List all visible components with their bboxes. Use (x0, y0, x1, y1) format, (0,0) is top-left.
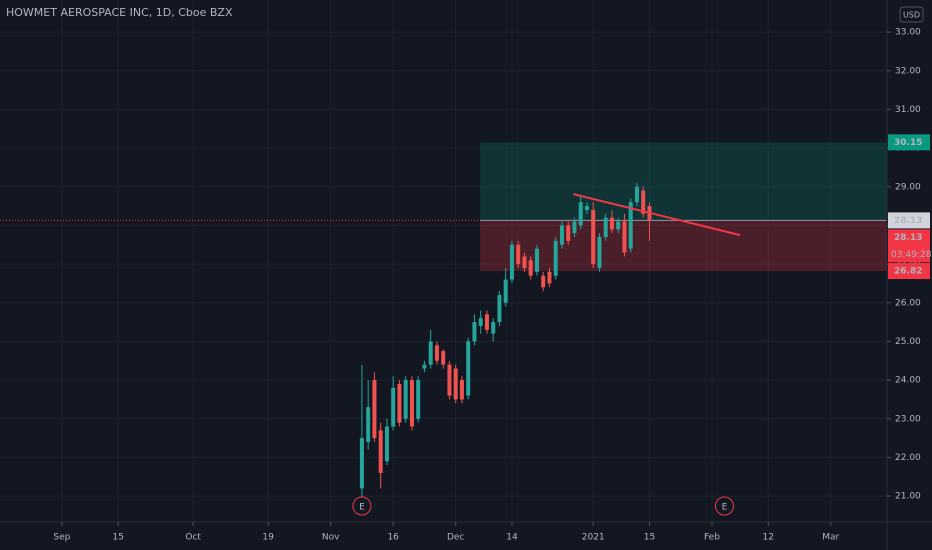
y-tick-label: 23.00 (895, 414, 921, 424)
stop-price-label-bg (888, 263, 930, 280)
candle-body (591, 209, 596, 265)
x-tick-label: 15 (112, 533, 123, 543)
candle-body (478, 318, 483, 326)
candle-body (566, 225, 571, 241)
candle-body (391, 387, 396, 427)
candle-body (641, 190, 646, 214)
earnings-label: E (359, 503, 365, 513)
candle-body (578, 202, 583, 226)
candle-body (634, 186, 639, 203)
countdown-label: 03:49:28 (891, 250, 932, 260)
candle-body (466, 341, 471, 396)
y-tick-label: 25.00 (895, 337, 921, 347)
candle-body (597, 237, 602, 268)
earnings-marker (714, 496, 734, 516)
target-price-label: 30.15 (894, 138, 922, 148)
candle-body (572, 221, 577, 234)
candle-body (541, 275, 546, 288)
chart-title: HOWMET AEROSPACE INC, 1D, Cboe BZX (6, 6, 233, 19)
x-tick-label: Dec (447, 533, 464, 543)
candle-body (384, 426, 389, 462)
candle-body (453, 368, 458, 400)
y-tick-label: 33.00 (895, 28, 921, 38)
candle-body (403, 380, 408, 419)
candle-body (516, 244, 521, 265)
entry-price-label-bg (888, 212, 930, 229)
candle-body (528, 260, 533, 276)
x-tick-label: Feb (704, 533, 720, 543)
candle-body (441, 351, 446, 365)
x-tick-label: 16 (387, 533, 399, 543)
last-price-bg (888, 229, 930, 263)
axes: 21.0022.0023.0024.0025.0026.0027.0028.00… (53, 28, 931, 543)
candle-body (378, 430, 383, 473)
candle-body (584, 206, 589, 210)
candle-body (366, 407, 371, 442)
candle-body (372, 380, 377, 439)
y-tick-label: 22.00 (895, 453, 921, 463)
candles (359, 182, 652, 500)
last-price-label: 28.13 (894, 233, 922, 243)
currency-badge[interactable] (899, 6, 924, 23)
target-price-label-bg (888, 134, 930, 151)
candle-body (509, 244, 514, 280)
y-tick-label: 21.00 (895, 492, 921, 502)
position-tool (480, 142, 887, 272)
grid (0, 0, 887, 522)
candle-body (616, 221, 621, 230)
candle-body (497, 295, 502, 323)
candle-body (359, 438, 364, 489)
loss-zone (480, 220, 887, 272)
candle-body (397, 383, 402, 423)
x-tick-label: 14 (506, 533, 518, 543)
x-tick-label: Mar (822, 533, 839, 543)
profit-zone (480, 142, 887, 221)
y-tick-label: 31.00 (895, 105, 921, 115)
candle-body (522, 256, 527, 268)
y-tick-label: 26.00 (895, 298, 921, 308)
y-tick-label: 24.00 (895, 376, 921, 386)
candle-body (603, 217, 608, 238)
earnings-marker (352, 496, 372, 516)
candle-body (484, 314, 489, 330)
candle-body (428, 341, 433, 365)
stop-price-label: 26.82 (894, 267, 922, 277)
candle-body (422, 364, 427, 369)
x-tick-label: Nov (322, 533, 340, 543)
x-tick-label: 12 (763, 533, 774, 543)
candle-body (628, 202, 633, 249)
x-tick-label: 15 (644, 533, 655, 543)
candle-body (622, 221, 627, 253)
candle-body (547, 271, 552, 284)
candle-body (503, 279, 508, 303)
x-tick-label: 19 (262, 533, 274, 543)
candle-body (472, 322, 477, 342)
candle-body (609, 217, 614, 230)
candle-body (491, 322, 496, 334)
candle-body (459, 380, 464, 400)
y-tick-label: 29.00 (895, 182, 921, 192)
candle-body (559, 225, 564, 245)
candle-body (553, 240, 558, 276)
candle-body (434, 345, 439, 361)
x-tick-label: 2021 (582, 533, 605, 543)
candle-body (409, 380, 414, 427)
trendline (572, 193, 741, 237)
candle-body (447, 364, 452, 396)
earnings-label: E (722, 503, 728, 513)
x-tick-label: Sep (53, 533, 70, 543)
currency-label: USD (903, 11, 920, 20)
candle-body (416, 380, 421, 419)
candle-body (534, 248, 539, 272)
entry-price-label: 28.13 (894, 216, 922, 226)
y-tick-label: 32.00 (895, 66, 921, 76)
x-tick-label: Oct (185, 533, 201, 543)
